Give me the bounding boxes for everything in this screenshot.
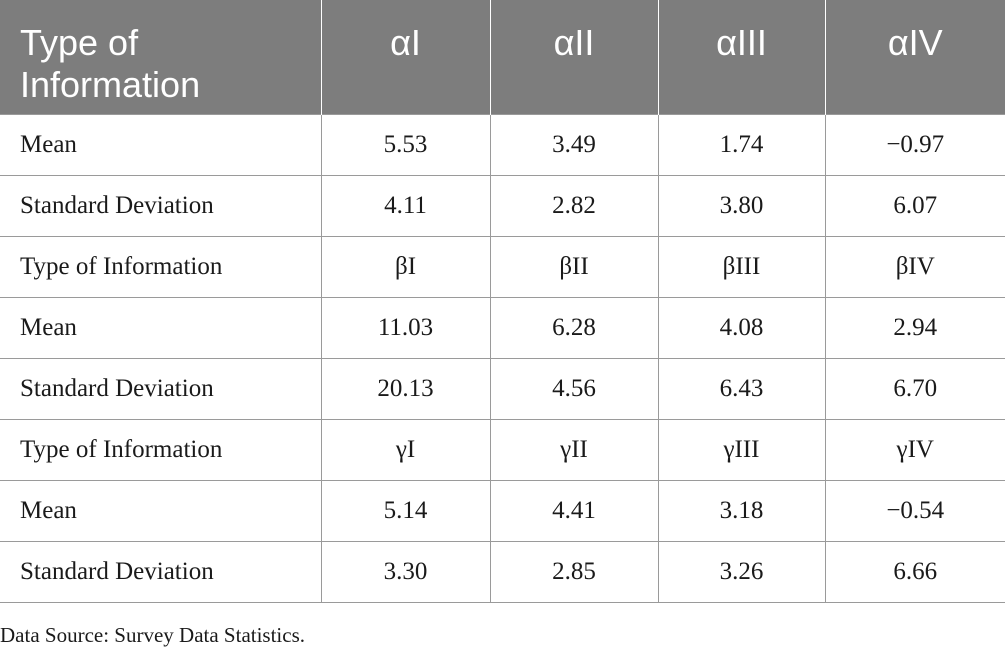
row-label: Type of Information: [0, 235, 321, 297]
table-row: Standard Deviation 3.30 2.85 3.26 6.66: [0, 540, 1005, 603]
table-cell: 4.56: [489, 357, 658, 419]
table-cell: 6.66: [824, 540, 1005, 603]
table-row: Type of Information βI βII βIII βIV: [0, 235, 1005, 297]
table-cell: 2.94: [824, 296, 1005, 358]
table-cell: 3.80: [657, 174, 825, 236]
row-label: Mean: [0, 113, 321, 175]
table-cell: γII: [489, 418, 658, 480]
table-row: Mean 5.14 4.41 3.18 −0.54: [0, 479, 1005, 541]
table-cell: 6.28: [489, 296, 658, 358]
table-cell: 4.41: [489, 479, 658, 541]
table-cell: βIII: [657, 235, 825, 297]
table-cell: 6.43: [657, 357, 825, 419]
table-cell: γI: [320, 418, 490, 480]
table-row: Mean 11.03 6.28 4.08 2.94: [0, 296, 1005, 358]
table-cell: γIV: [824, 418, 1005, 480]
data-source-note: Data Source: Survey Data Statistics.: [0, 623, 306, 647]
row-label: Standard Deviation: [0, 174, 321, 236]
table-cell: 4.08: [657, 296, 825, 358]
table-cell: 1.74: [657, 113, 825, 175]
table-cell: −0.97: [824, 113, 1005, 175]
header-cell-type-of-information: Type of Information: [0, 0, 321, 114]
table-cell: 5.14: [320, 479, 490, 541]
table-cell: −0.54: [824, 479, 1005, 541]
table-cell: 3.26: [657, 540, 825, 603]
row-label: Mean: [0, 479, 321, 541]
header-cell-alpha-ii: αII: [489, 0, 658, 114]
row-label: Mean: [0, 296, 321, 358]
table-cell: 6.07: [824, 174, 1005, 236]
table-row: Type of Information γI γII γIII γIV: [0, 418, 1005, 480]
table-cell: 4.11: [320, 174, 490, 236]
table-cell: 20.13: [320, 357, 490, 419]
table-cell: 3.18: [657, 479, 825, 541]
table-row: Mean 5.53 3.49 1.74 −0.97: [0, 113, 1005, 175]
table-row: Standard Deviation 20.13 4.56 6.43 6.70: [0, 357, 1005, 419]
table-cell: 2.85: [489, 540, 658, 603]
table-cell: βI: [320, 235, 490, 297]
table-cell: 3.49: [489, 113, 658, 175]
row-label: Standard Deviation: [0, 540, 321, 603]
table-row: Standard Deviation 4.11 2.82 3.80 6.07: [0, 174, 1005, 236]
header-cell-alpha-i: αI: [320, 0, 490, 114]
header-cell-alpha-iii: αIII: [657, 0, 825, 114]
table-cell: 5.53: [320, 113, 490, 175]
table-cell: 2.82: [489, 174, 658, 236]
table-cell: 6.70: [824, 357, 1005, 419]
table-header: Type of Information αI αII αIII αIV: [0, 0, 1005, 114]
header-label-line-1: Type of Information: [20, 22, 201, 105]
table-body: Mean 5.53 3.49 1.74 −0.97 Standard Devia…: [0, 113, 1005, 603]
row-label: Standard Deviation: [0, 357, 321, 419]
table-cell: βII: [489, 235, 658, 297]
table-cell: 3.30: [320, 540, 490, 603]
header-row: Type of Information αI αII αIII αIV: [0, 0, 1005, 114]
table-cell: βIV: [824, 235, 1005, 297]
header-cell-alpha-iv: αIV: [824, 0, 1005, 114]
table-cell: γIII: [657, 418, 825, 480]
table-cell: 11.03: [320, 296, 490, 358]
statistics-table: Type of Information αI αII αIII αIV Mean…: [0, 0, 1005, 603]
row-label: Type of Information: [0, 418, 321, 480]
